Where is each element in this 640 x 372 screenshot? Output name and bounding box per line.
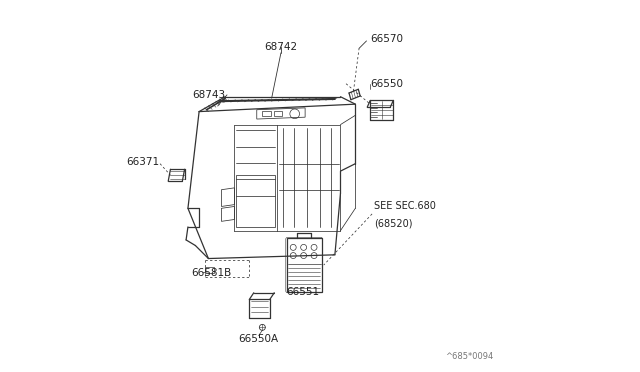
- Text: 66551: 66551: [287, 287, 320, 297]
- Bar: [287, 238, 322, 292]
- Text: 68743: 68743: [192, 90, 225, 100]
- Text: 66550: 66550: [370, 79, 403, 89]
- Text: 66581B: 66581B: [191, 269, 232, 278]
- Text: (68520): (68520): [374, 218, 412, 228]
- Text: ^685*0094: ^685*0094: [445, 352, 493, 361]
- Text: 66550A: 66550A: [239, 334, 278, 343]
- Text: 66570: 66570: [370, 34, 403, 44]
- Bar: [273, 111, 282, 116]
- Bar: [262, 111, 271, 116]
- Text: 66371: 66371: [126, 157, 159, 167]
- Text: SEE SEC.680: SEE SEC.680: [374, 202, 436, 211]
- Bar: [205, 267, 214, 273]
- Text: 68742: 68742: [264, 42, 298, 51]
